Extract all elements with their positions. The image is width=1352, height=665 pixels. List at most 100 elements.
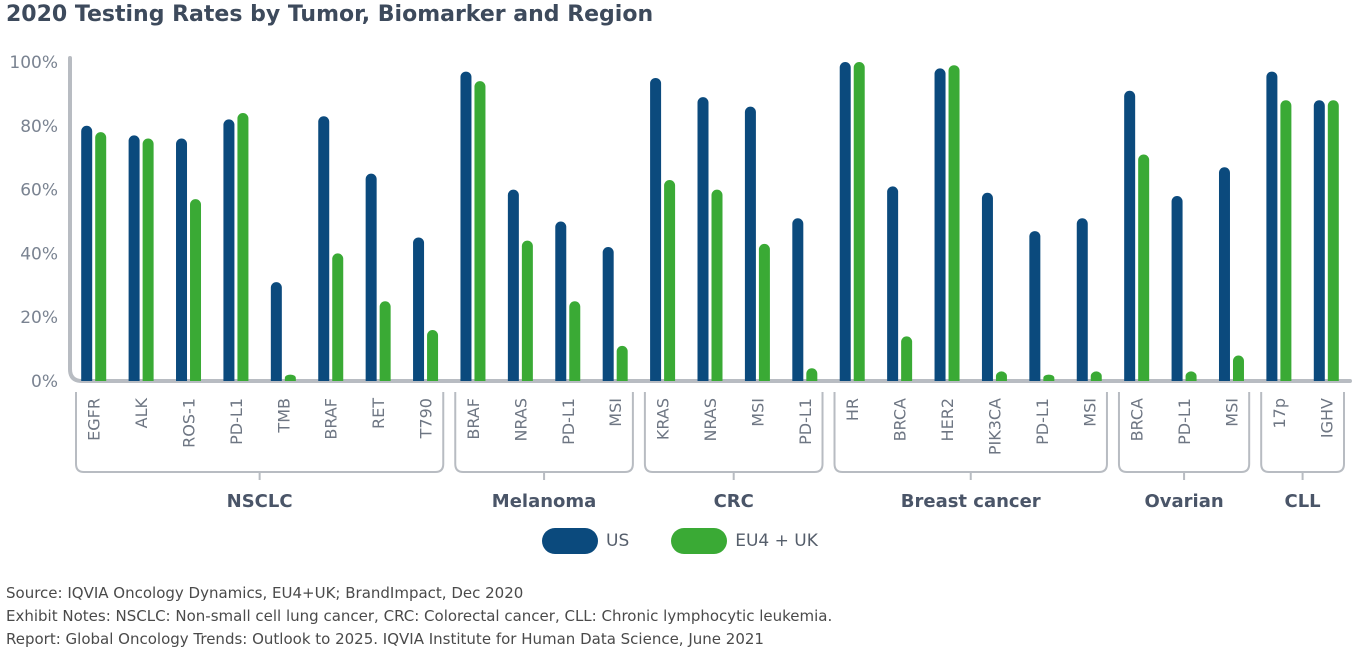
group-bracket bbox=[643, 392, 824, 480]
legend-item-us: US bbox=[542, 528, 629, 554]
category-label: KRAS bbox=[654, 398, 673, 440]
bar-eu-8 bbox=[474, 81, 486, 381]
category-label: PD-L1 bbox=[559, 398, 578, 445]
category-label: PIK3CA bbox=[985, 398, 1004, 455]
bar-us-1 bbox=[128, 135, 140, 381]
bar-us-6 bbox=[365, 173, 377, 381]
category-label: MSI bbox=[748, 398, 767, 427]
group-label: Breast cancer bbox=[901, 491, 1041, 512]
bar-eu-12 bbox=[664, 180, 676, 381]
legend-label-eu: EU4 + UK bbox=[735, 531, 818, 551]
bar-us-17 bbox=[887, 186, 899, 381]
bar-eu-21 bbox=[1090, 371, 1102, 381]
bar-us-5 bbox=[318, 116, 330, 381]
y-tick-label: 20% bbox=[20, 308, 58, 328]
category-label: RET bbox=[369, 398, 388, 429]
y-tick-label: 60% bbox=[20, 181, 58, 201]
group-bracket bbox=[833, 392, 1108, 480]
exhibit-note: Exhibit Notes: NSCLC: Non-small cell lun… bbox=[6, 607, 833, 625]
bar-us-24 bbox=[1218, 167, 1230, 381]
category-label: MSI bbox=[1080, 398, 1099, 427]
bar-eu-18 bbox=[948, 65, 960, 381]
bar-eu-17 bbox=[901, 336, 913, 381]
category-label: HER2 bbox=[938, 398, 957, 441]
legend-swatch-eu bbox=[671, 528, 728, 554]
bar-eu-3 bbox=[237, 113, 249, 381]
bar-us-25 bbox=[1266, 71, 1278, 381]
category-label: BRAF bbox=[464, 398, 483, 440]
category-label: PD-L1 bbox=[796, 398, 815, 445]
category-label: MSI bbox=[1222, 398, 1241, 427]
group-bracket bbox=[454, 392, 634, 480]
bar-eu-7 bbox=[427, 329, 439, 381]
y-tick-label: 80% bbox=[20, 117, 58, 137]
legend: US EU4 + UK bbox=[542, 528, 860, 554]
category-label: PD-L1 bbox=[1033, 398, 1052, 445]
bar-us-22 bbox=[1124, 90, 1136, 382]
bar-eu-20 bbox=[1043, 374, 1055, 381]
bar-eu-14 bbox=[758, 243, 770, 381]
bar-us-4 bbox=[270, 282, 282, 381]
bar-eu-10 bbox=[569, 301, 581, 381]
bar-eu-5 bbox=[332, 253, 344, 381]
bar-us-21 bbox=[1076, 218, 1088, 381]
y-tick-label: 40% bbox=[20, 244, 58, 264]
bar-eu-22 bbox=[1138, 154, 1150, 381]
category-label: ROS-1 bbox=[180, 398, 199, 448]
axis-line bbox=[68, 56, 1352, 383]
bar-us-12 bbox=[650, 77, 662, 381]
category-label: EGFR bbox=[85, 398, 104, 441]
bar-us-13 bbox=[697, 97, 709, 381]
group-label: CRC bbox=[714, 491, 754, 512]
category-label: HR bbox=[843, 398, 862, 421]
bar-chart: 0% 20% 40% 60% 80% 100% EGFR ALK ROS-1 PD-L1 TMB BR… bbox=[9, 53, 1352, 512]
bar-us-8 bbox=[460, 71, 472, 381]
bar-eu-9 bbox=[521, 240, 533, 381]
bar-eu-24 bbox=[1232, 355, 1244, 381]
y-tick-label: 0% bbox=[31, 372, 58, 392]
group-bracket bbox=[1260, 392, 1345, 480]
bar-eu-2 bbox=[190, 199, 202, 381]
bar-us-14 bbox=[744, 106, 756, 382]
bar-us-2 bbox=[176, 138, 188, 381]
group-label: Melanoma bbox=[492, 491, 597, 512]
category-label: TMB bbox=[274, 398, 293, 434]
chart-title: 2020 Testing Rates by Tumor, Biomarker a… bbox=[6, 2, 654, 27]
category-label: 17p bbox=[1270, 398, 1289, 429]
source-note: Source: IQVIA Oncology Dynamics, EU4+UK;… bbox=[6, 584, 524, 602]
bar-eu-6 bbox=[379, 301, 391, 381]
footnotes: Source: IQVIA Oncology Dynamics, EU4+UK;… bbox=[6, 582, 832, 651]
y-tick-label: 100% bbox=[9, 53, 58, 73]
bar-us-16 bbox=[839, 62, 851, 382]
category-label: BRCA bbox=[891, 398, 910, 441]
bar-eu-16 bbox=[853, 62, 865, 382]
report-note: Report: Global Oncology Trends: Outlook … bbox=[6, 630, 764, 648]
group-label: CLL bbox=[1285, 491, 1321, 512]
bar-eu-15 bbox=[806, 368, 818, 381]
bar-us-26 bbox=[1313, 100, 1325, 381]
category-label: PD-L1 bbox=[227, 398, 246, 445]
category-label: PD-L1 bbox=[1175, 398, 1194, 445]
bar-us-11 bbox=[602, 247, 614, 381]
category-label: T790 bbox=[417, 398, 436, 439]
group-label: NSCLC bbox=[227, 491, 293, 512]
bar-us-10 bbox=[555, 221, 567, 381]
legend-label-us: US bbox=[606, 531, 630, 551]
category-label: IGHV bbox=[1317, 398, 1336, 438]
bar-eu-0 bbox=[95, 132, 107, 381]
bar-eu-19 bbox=[995, 371, 1007, 381]
bar-us-23 bbox=[1171, 195, 1183, 381]
bar-eu-13 bbox=[711, 189, 723, 381]
bar-eu-11 bbox=[616, 345, 628, 381]
bar-eu-25 bbox=[1280, 100, 1292, 381]
group-bracket bbox=[75, 392, 445, 480]
bar-eu-1 bbox=[142, 138, 154, 381]
bar-us-7 bbox=[413, 237, 425, 381]
legend-swatch-us bbox=[542, 528, 598, 554]
group-label: Ovarian bbox=[1144, 491, 1223, 512]
bar-us-0 bbox=[81, 125, 93, 381]
bar-eu-4 bbox=[284, 374, 296, 381]
bar-us-15 bbox=[792, 218, 804, 381]
bar-us-19 bbox=[981, 192, 993, 381]
category-label: NRAS bbox=[511, 398, 530, 442]
